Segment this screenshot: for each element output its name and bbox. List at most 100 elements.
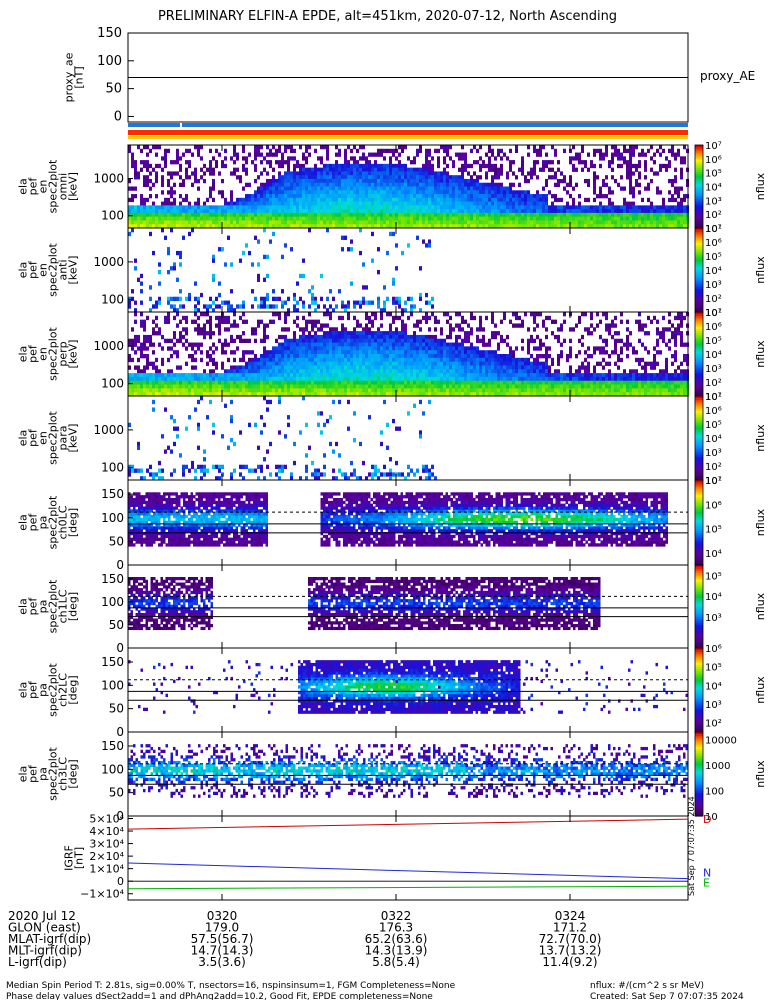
axis-row-value: 57.5(56.7): [191, 932, 254, 946]
colorbar-label: nflux: [754, 424, 767, 452]
y-tick-label: 0: [117, 875, 124, 888]
spectrogram-anti: [128, 228, 434, 313]
colorbar-tick-label: 10⁶: [705, 500, 722, 511]
axis-row-value: 14.3(13.9): [365, 944, 428, 958]
colorbar-tick-label: 10⁵: [705, 525, 722, 536]
y-tick-label: 100: [101, 678, 124, 692]
colorbar-tick-label: 1000: [705, 761, 730, 772]
igrf-timestamp: Sat Sep 7 07:07:35 2024: [687, 796, 696, 896]
colorbar-tick-label: 10⁶: [705, 322, 722, 333]
colorbar-6: [694, 479, 704, 566]
axis-row-label: MLT-igrf(dip): [8, 944, 82, 958]
colorbar-tick-label: 10⁵: [705, 252, 722, 263]
axis-row-value: 0324: [555, 909, 586, 923]
y-tick-label: 1000: [93, 171, 124, 185]
colorbar-tick-label: 10¹: [705, 224, 722, 235]
colorbar-4: [694, 311, 704, 397]
colorbar-tick-label: 10⁶: [705, 155, 722, 166]
footer-units: nflux: #/(cm^2 s sr MeV): [590, 981, 704, 991]
y-tick-label: 0: [114, 109, 122, 124]
y-tick-label: 50: [109, 534, 124, 548]
y-tick-label: 0: [116, 809, 124, 823]
y-tick-label: 100: [101, 461, 124, 475]
colorbar-2: [694, 144, 704, 229]
y-tick-label: 1000: [93, 423, 124, 437]
colorbar-tick-label: 10⁵: [705, 663, 722, 674]
svg-text:spec2plot: spec2plot: [47, 243, 60, 297]
spectrogram-perp: [128, 312, 689, 397]
science-zone-bar-red: [128, 130, 688, 135]
igrf-axis-label: IGRF[nT]: [63, 845, 86, 871]
colorbar-7: [694, 564, 704, 649]
svg-text:en: en: [37, 180, 50, 194]
spectrogram-ch3LC: [128, 744, 688, 798]
svg-text:proxy_ae: proxy_ae: [63, 52, 76, 102]
colorbar-label: nflux: [754, 508, 767, 536]
axis-row-label: L-igrf(dip): [8, 955, 67, 969]
colorbar-tick-label: 10⁷: [705, 141, 722, 152]
colorbar-tick-label: 10⁷: [705, 476, 722, 487]
svg-text:[nT]: [nT]: [73, 66, 86, 88]
colorbar-tick-label: 10⁴: [705, 681, 722, 692]
igrf-series-N: [127, 862, 689, 880]
footer-line-1: Median Spin Period T: 2.81s, sig=0.00% T…: [6, 981, 456, 991]
colorbar-tick-label: 10⁴: [705, 549, 722, 560]
axis-row-value: 3.5(3.6): [198, 955, 246, 969]
colorbar-tick-label: 10¹: [705, 308, 722, 319]
colorbar-tick-label: 10⁴: [705, 592, 722, 603]
colorbar-label: nflux: [754, 676, 767, 704]
svg-text:spec2plot: spec2plot: [47, 159, 60, 213]
igrf-frame: [127, 815, 689, 901]
svg-text:en: en: [37, 263, 50, 277]
y-tick-label: 100: [101, 293, 124, 307]
y-tick-label: 150: [101, 487, 124, 501]
igrf-legend-D: D: [703, 813, 711, 826]
colorbar-tick-label: 10⁷: [705, 392, 722, 403]
spectrogram-omni: [128, 145, 689, 229]
svg-text:[keV]: [keV]: [67, 172, 80, 201]
colorbar-tick-label: 10⁵: [705, 420, 722, 431]
colorbar-tick-label: 10²: [705, 378, 722, 389]
colorbar-tick-label: 10⁵: [705, 169, 722, 180]
y-tick-label: 50: [109, 786, 124, 800]
colorbar-tick-label: 10⁴: [705, 183, 722, 194]
axis-row-value: 72.7(70.0): [539, 932, 602, 946]
axis-row-label: 2020 Jul 12: [8, 909, 76, 923]
svg-text:[keV]: [keV]: [67, 256, 80, 285]
footer-line-2: Phase delay values dSect2add=1 and dPhAn…: [6, 992, 433, 1000]
axis-row-value: 14.7(14.3): [191, 944, 254, 958]
igrf-series-D: [127, 818, 689, 830]
igrf-legend-E: E: [703, 876, 710, 889]
spectrogram-ch0LC: [128, 492, 668, 547]
y-tick-label: 150: [101, 739, 124, 753]
svg-text:ela: ela: [17, 178, 30, 195]
igrf-series-E: [127, 885, 689, 890]
science-zone-gap: [180, 123, 182, 127]
igrf-legend-N: N: [703, 867, 711, 880]
colorbar-label: nflux: [754, 340, 767, 368]
axis-row-value: 0320: [207, 909, 238, 923]
y-tick-label: 100: [101, 762, 124, 776]
spectrogram-ch2LC: [128, 660, 688, 714]
colorbar-tick-label: 10: [705, 812, 718, 823]
colorbar-label: nflux: [754, 172, 767, 200]
svg-text:anti: anti: [57, 259, 70, 280]
proxy-ae-legend: proxy_AE: [700, 69, 755, 83]
y-tick-label: 3×10⁴: [89, 838, 124, 851]
spectrogram-para: [128, 396, 437, 481]
colorbar-label: nflux: [754, 592, 767, 620]
colorbar-label: nflux: [754, 760, 767, 788]
colorbar-label: nflux: [754, 256, 767, 284]
axis-row-value: 0322: [381, 909, 412, 923]
axis-row-value: 176.3: [379, 921, 413, 935]
axis-row-value: 13.7(13.2): [539, 944, 602, 958]
colorbar-tick-label: 10³: [705, 613, 722, 624]
colorbar-tick-label: 10³: [705, 280, 722, 291]
y-tick-label: 1000: [93, 339, 124, 353]
y-tick-label: 50: [109, 702, 124, 716]
